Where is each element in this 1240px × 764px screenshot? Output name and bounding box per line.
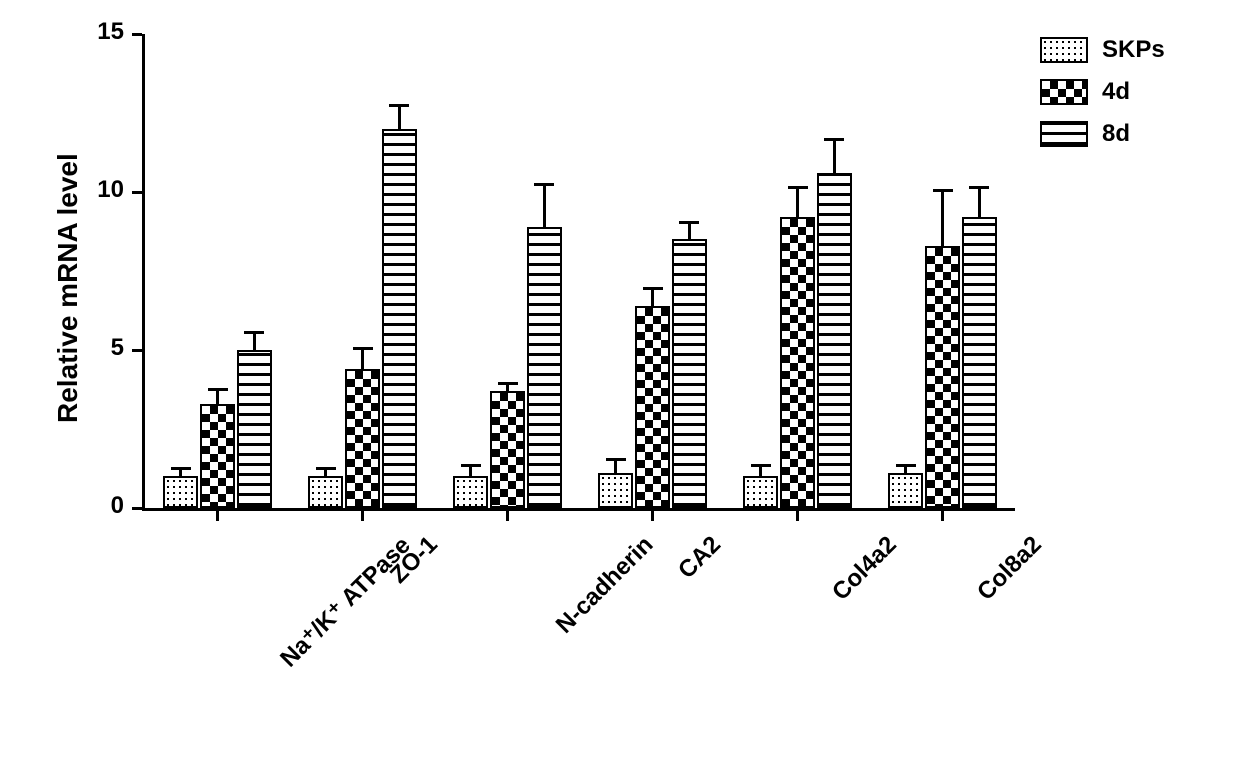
x-tick xyxy=(941,511,944,521)
y-axis-line xyxy=(142,34,145,511)
bar-8d-3 xyxy=(672,239,707,508)
bar-SKPs-3 xyxy=(598,473,633,508)
bar-4d-5 xyxy=(925,246,960,508)
errorbar-cap xyxy=(788,186,808,189)
legend-row-4d: 4d xyxy=(1040,78,1165,106)
x-tick xyxy=(651,511,654,521)
y-tick-label: 5 xyxy=(72,334,124,362)
bar-SKPs-4 xyxy=(743,476,778,508)
errorbar-cap xyxy=(896,464,916,467)
errorbar-cap xyxy=(389,104,409,107)
bar-8d-5 xyxy=(962,217,997,508)
errorbar-stem xyxy=(543,186,546,227)
legend-label-SKPs: SKPs xyxy=(1102,36,1165,64)
bar-4d-3 xyxy=(635,306,670,508)
errorbar-cap xyxy=(606,458,626,461)
errorbar-stem xyxy=(361,350,364,369)
errorbar-cap xyxy=(933,189,953,192)
bar-SKPs-0 xyxy=(163,476,198,508)
legend-swatch-8d xyxy=(1040,121,1088,147)
bar-SKPs-5 xyxy=(888,473,923,508)
bar-4d-4 xyxy=(780,217,815,508)
bar-4d-1 xyxy=(345,369,380,508)
errorbar-stem xyxy=(324,470,327,476)
errorbar-cap xyxy=(969,186,989,189)
errorbar-stem xyxy=(216,391,219,404)
bar-8d-4 xyxy=(817,173,852,508)
x-category-label: Col4a2 xyxy=(827,531,902,606)
x-category-label: CA2 xyxy=(673,531,727,585)
x-category-label: N-cadherin xyxy=(550,531,658,639)
x-category-label: Col8a2 xyxy=(972,531,1047,606)
errorbar-cap xyxy=(353,347,373,350)
x-tick xyxy=(361,511,364,521)
plot-area xyxy=(145,34,1015,508)
errorbar-stem xyxy=(796,189,799,217)
bar-SKPs-2 xyxy=(453,476,488,508)
errorbar-stem xyxy=(469,467,472,476)
errorbar-stem xyxy=(506,385,509,391)
legend-swatch-SKPs xyxy=(1040,37,1088,63)
errorbar-stem xyxy=(614,461,617,474)
legend-label-4d: 4d xyxy=(1102,78,1130,106)
errorbar-stem xyxy=(688,224,691,240)
y-tick xyxy=(132,191,142,194)
errorbar-stem xyxy=(651,290,654,306)
legend-row-SKPs: SKPs xyxy=(1040,36,1165,64)
errorbar-stem xyxy=(941,192,944,246)
x-category-label: Na⁺/K⁺ ATPase xyxy=(274,531,416,673)
errorbar-stem xyxy=(978,189,981,217)
errorbar-stem xyxy=(253,334,256,350)
errorbar-cap xyxy=(461,464,481,467)
bar-SKPs-1 xyxy=(308,476,343,508)
bar-8d-0 xyxy=(237,350,272,508)
y-tick-label: 0 xyxy=(72,492,124,520)
errorbar-cap xyxy=(171,467,191,470)
y-tick xyxy=(132,33,142,36)
errorbar-stem xyxy=(398,107,401,129)
y-tick xyxy=(132,349,142,352)
x-axis-line xyxy=(142,508,1015,511)
errorbar-cap xyxy=(208,388,228,391)
bar-8d-1 xyxy=(382,129,417,508)
legend-swatch-4d xyxy=(1040,79,1088,105)
bar-8d-2 xyxy=(527,227,562,508)
errorbar-stem xyxy=(833,141,836,173)
legend: SKPs 4d 8d xyxy=(1040,36,1165,162)
errorbar-cap xyxy=(643,287,663,290)
errorbar-cap xyxy=(751,464,771,467)
y-tick xyxy=(132,507,142,510)
legend-row-8d: 8d xyxy=(1040,120,1165,148)
bar-4d-0 xyxy=(200,404,235,508)
errorbar-cap xyxy=(244,331,264,334)
x-tick xyxy=(216,511,219,521)
errorbar-cap xyxy=(534,183,554,186)
legend-label-8d: 8d xyxy=(1102,120,1130,148)
errorbar-stem xyxy=(179,470,182,476)
y-tick-label: 10 xyxy=(72,176,124,204)
errorbar-cap xyxy=(679,221,699,224)
bar-4d-2 xyxy=(490,391,525,508)
errorbar-stem xyxy=(759,467,762,476)
errorbar-cap xyxy=(498,382,518,385)
errorbar-stem xyxy=(904,467,907,473)
errorbar-cap xyxy=(316,467,336,470)
x-tick xyxy=(506,511,509,521)
y-tick-label: 15 xyxy=(72,18,124,46)
errorbar-cap xyxy=(824,138,844,141)
chart-stage: Relative mRNA level SKPs4d8d 051015Na⁺/K… xyxy=(0,0,1240,764)
x-tick xyxy=(796,511,799,521)
